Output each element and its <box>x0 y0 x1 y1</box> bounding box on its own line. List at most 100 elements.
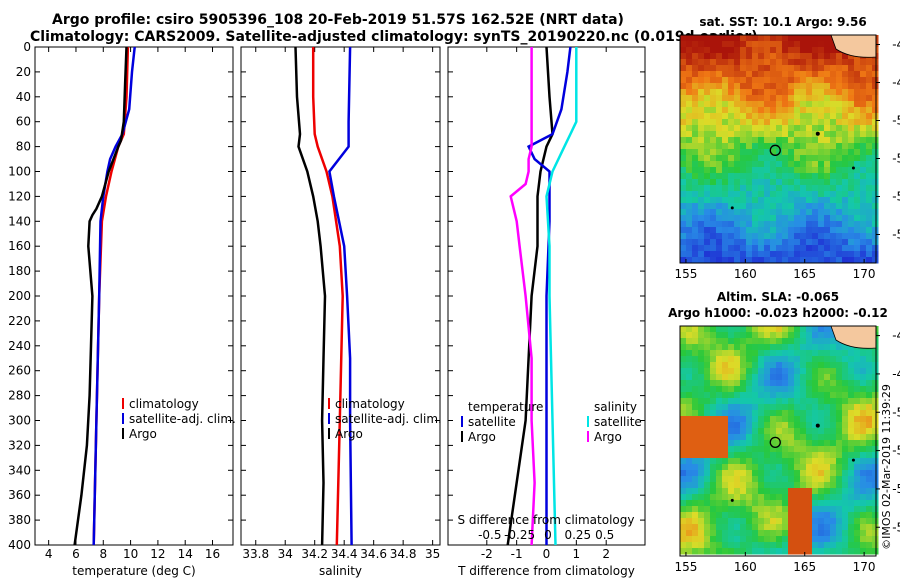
x-tick-label: 160 <box>734 267 757 281</box>
x-tick-label: 35 <box>425 547 440 561</box>
profile-panel-1: 0 20 40 60 80 100 120 140 160 180 200 220 240 260 280 3… <box>8 40 236 578</box>
secondary-axis-label: S difference from climatology <box>458 513 635 527</box>
secondary-tick-label: 0.25 <box>564 528 591 542</box>
x-tick-label: 34.8 <box>390 547 417 561</box>
x-tick-label: 155 <box>674 267 697 281</box>
y-tick-label: 60 <box>16 115 31 129</box>
x-axis-label: salinity <box>319 564 362 578</box>
island-marker <box>815 423 820 428</box>
y-tick-label: 240 <box>8 339 31 353</box>
y-tick-label: 260 <box>8 364 31 378</box>
x-tick-label: 170 <box>853 560 876 574</box>
series-line-satellite-adj-clim- <box>92 46 136 546</box>
legend-label: Argo <box>129 427 157 441</box>
y-tick-label: 180 <box>8 264 31 278</box>
y-tick-label: 40 <box>16 90 31 104</box>
y-tick-label: -46 <box>892 38 900 52</box>
profile-panel-3: -2 -1 0 1 2 T difference from climatology temp… <box>447 46 646 578</box>
x-tick-label: 4 <box>45 547 53 561</box>
y-tick-label: -56 <box>892 520 900 534</box>
x-tick-label: 34 <box>278 547 293 561</box>
sst-map: 155 160 165 170 -46 -48 -50 -52 -54 -56 <box>674 34 900 281</box>
sst-map-title: sat. SST: 10.1 Argo: 9.56 <box>699 15 866 29</box>
y-tick-label: -54 <box>892 482 900 496</box>
island-marker <box>730 498 734 502</box>
legend-label: Argo <box>594 430 622 444</box>
y-tick-label: 340 <box>8 463 31 477</box>
island-marker <box>851 166 855 170</box>
sla-map-subtitle: Argo h1000: -0.023 h2000: -0.12 <box>668 306 888 320</box>
y-tick-label: 120 <box>8 189 31 203</box>
y-tick-label: -50 <box>892 114 900 128</box>
y-tick-label: 20 <box>16 65 31 79</box>
legend-label: satellite-adj. clim. <box>335 412 442 426</box>
x-tick-label: 160 <box>734 560 757 574</box>
y-tick-label: 400 <box>8 538 31 552</box>
legend-label: satellite <box>468 415 516 429</box>
secondary-tick-label: -0.25 <box>504 528 535 542</box>
secondary-tick-label: 0 <box>544 528 552 542</box>
y-tick-label: 100 <box>8 165 31 179</box>
island-marker <box>851 458 855 462</box>
x-tick-label: 170 <box>853 267 876 281</box>
x-tick-label: 34.6 <box>360 547 387 561</box>
y-tick-label: -54 <box>892 190 900 204</box>
y-tick-label: 160 <box>8 239 31 253</box>
legend-title-salinity: salinity <box>594 400 637 414</box>
y-tick-label: -48 <box>892 76 900 90</box>
y-tick-label: 360 <box>8 488 31 502</box>
imos-credit: ©IMOS 02-Mar-2019 11:39:29 <box>880 384 893 550</box>
island-marker <box>815 131 820 136</box>
legend-title-temperature: temperature <box>468 400 543 414</box>
secondary-tick-label: -0.5 <box>478 528 501 542</box>
x-tick-label: 165 <box>793 267 816 281</box>
profile-panel-2: 33.8 34 34.2 34.4 34.6 34.8 35 salinity climatol… <box>240 46 442 578</box>
y-tick-label: -52 <box>892 152 900 166</box>
series-line-argo <box>73 46 128 546</box>
argo-position-marker <box>769 144 781 156</box>
x-tick-label: 165 <box>793 560 816 574</box>
x-tick-label: -2 <box>481 547 493 561</box>
sla-map: 155 160 165 170 -46 -48 -50 -52 -54 -56 <box>674 325 900 574</box>
y-tick-label: 220 <box>8 314 31 328</box>
secondary-tick-label: 0.5 <box>595 528 614 542</box>
y-tick-label: 280 <box>8 389 31 403</box>
y-tick-label: -48 <box>892 367 900 381</box>
y-tick-label: 0 <box>23 40 31 54</box>
y-tick-label: -50 <box>892 405 900 419</box>
y-tick-label: -46 <box>892 329 900 343</box>
x-axis-label: temperature (deg C) <box>72 564 195 578</box>
y-tick-label: 300 <box>8 414 31 428</box>
figure-title-line2: Climatology: CARS2009. Satellite-adjuste… <box>30 29 758 45</box>
x-tick-label: 34.2 <box>301 547 328 561</box>
x-tick-label: 33.8 <box>242 547 269 561</box>
y-tick-label: -56 <box>892 228 900 242</box>
series-line-s-argo-climatology <box>509 47 536 546</box>
plot-area <box>34 46 234 546</box>
plot-area <box>240 46 441 546</box>
y-tick-label: 80 <box>16 140 31 154</box>
legend-label: climatology <box>335 397 405 411</box>
x-tick-label: 155 <box>674 560 697 574</box>
legend-label: satellite-adj. clim. <box>129 412 236 426</box>
x-tick-label: 1 <box>573 547 581 561</box>
series-line-s-satellite-climatology <box>545 47 578 546</box>
map-frame <box>679 34 877 264</box>
series-line-argo <box>294 46 327 546</box>
legend-label: Argo <box>335 427 363 441</box>
map-frame <box>679 325 877 557</box>
x-tick-label: 6 <box>72 547 80 561</box>
legend-label: satellite <box>594 415 642 429</box>
y-tick-label: 200 <box>8 289 31 303</box>
sla-map-title: Altim. SLA: -0.065 <box>717 290 839 304</box>
x-axis-label: T difference from climatology <box>457 564 635 578</box>
island-marker <box>730 206 734 210</box>
y-tick-label: 140 <box>8 214 31 228</box>
x-tick-label: 14 <box>178 547 193 561</box>
legend-label: climatology <box>129 397 199 411</box>
argo-position-marker <box>769 436 781 448</box>
series-line-climatology <box>311 47 344 546</box>
x-tick-label: 8 <box>99 547 107 561</box>
x-tick-label: 34.4 <box>331 547 358 561</box>
